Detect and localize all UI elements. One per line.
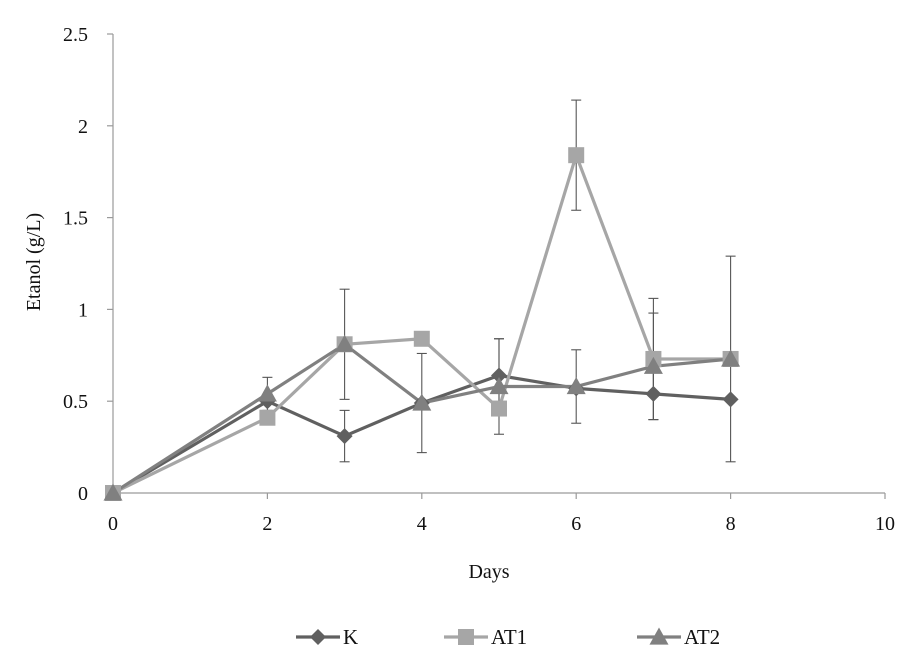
x-axis-title: Days — [468, 561, 509, 583]
data-point-at1 — [413, 330, 430, 347]
series-line-at2 — [112, 342, 731, 495]
series-lines — [112, 153, 731, 495]
data-point-at2 — [643, 356, 663, 374]
x-tick-label: 0 — [108, 513, 118, 535]
x-tick-label: 8 — [726, 513, 736, 535]
data-point-k — [336, 428, 353, 445]
y-tick-label: 0.5 — [63, 391, 88, 413]
data-point-at1 — [491, 400, 507, 417]
y-tick-label: 1.5 — [63, 208, 88, 230]
data-point-at2 — [566, 377, 586, 395]
x-tick-label: 10 — [875, 513, 895, 535]
legend: K AT1 AT2 — [296, 625, 720, 649]
data-point-at1 — [259, 409, 276, 426]
x-tick-label: 2 — [262, 513, 272, 535]
data-point-at2 — [335, 334, 355, 352]
y-axis-title: Etanol (g/L) — [23, 213, 45, 311]
data-point-at1 — [568, 147, 585, 164]
y-tick-label: 2 — [78, 116, 88, 138]
legend-label-k: K — [343, 625, 358, 649]
y-tick-label: 0 — [78, 483, 88, 505]
data-point-at2 — [489, 377, 509, 395]
legend-marker-at1 — [458, 629, 474, 645]
y-tick-label: 2.5 — [63, 24, 88, 46]
data-point-k — [722, 391, 739, 408]
data-point-k — [645, 385, 662, 402]
series-line-at1 — [112, 153, 731, 495]
legend-marker-at2 — [649, 627, 669, 645]
y-tick-label: 1 — [78, 299, 88, 321]
series-markers — [103, 147, 741, 501]
legend-label-at2: AT2 — [684, 625, 720, 649]
legend-marker-k — [310, 629, 326, 645]
data-point-at2 — [412, 393, 432, 411]
data-point-at2 — [103, 483, 123, 501]
data-point-at2 — [257, 384, 277, 402]
x-tick-label: 6 — [571, 513, 581, 535]
data-point-at2 — [721, 349, 741, 367]
tick-labels: 0 0.5 1 1.5 2 2.5 0 2 4 6 8 10 — [63, 24, 895, 535]
data-point-k — [491, 367, 507, 384]
legend-label-at1: AT1 — [491, 625, 527, 649]
x-tick-label: 4 — [417, 513, 427, 535]
axes — [107, 33, 886, 499]
